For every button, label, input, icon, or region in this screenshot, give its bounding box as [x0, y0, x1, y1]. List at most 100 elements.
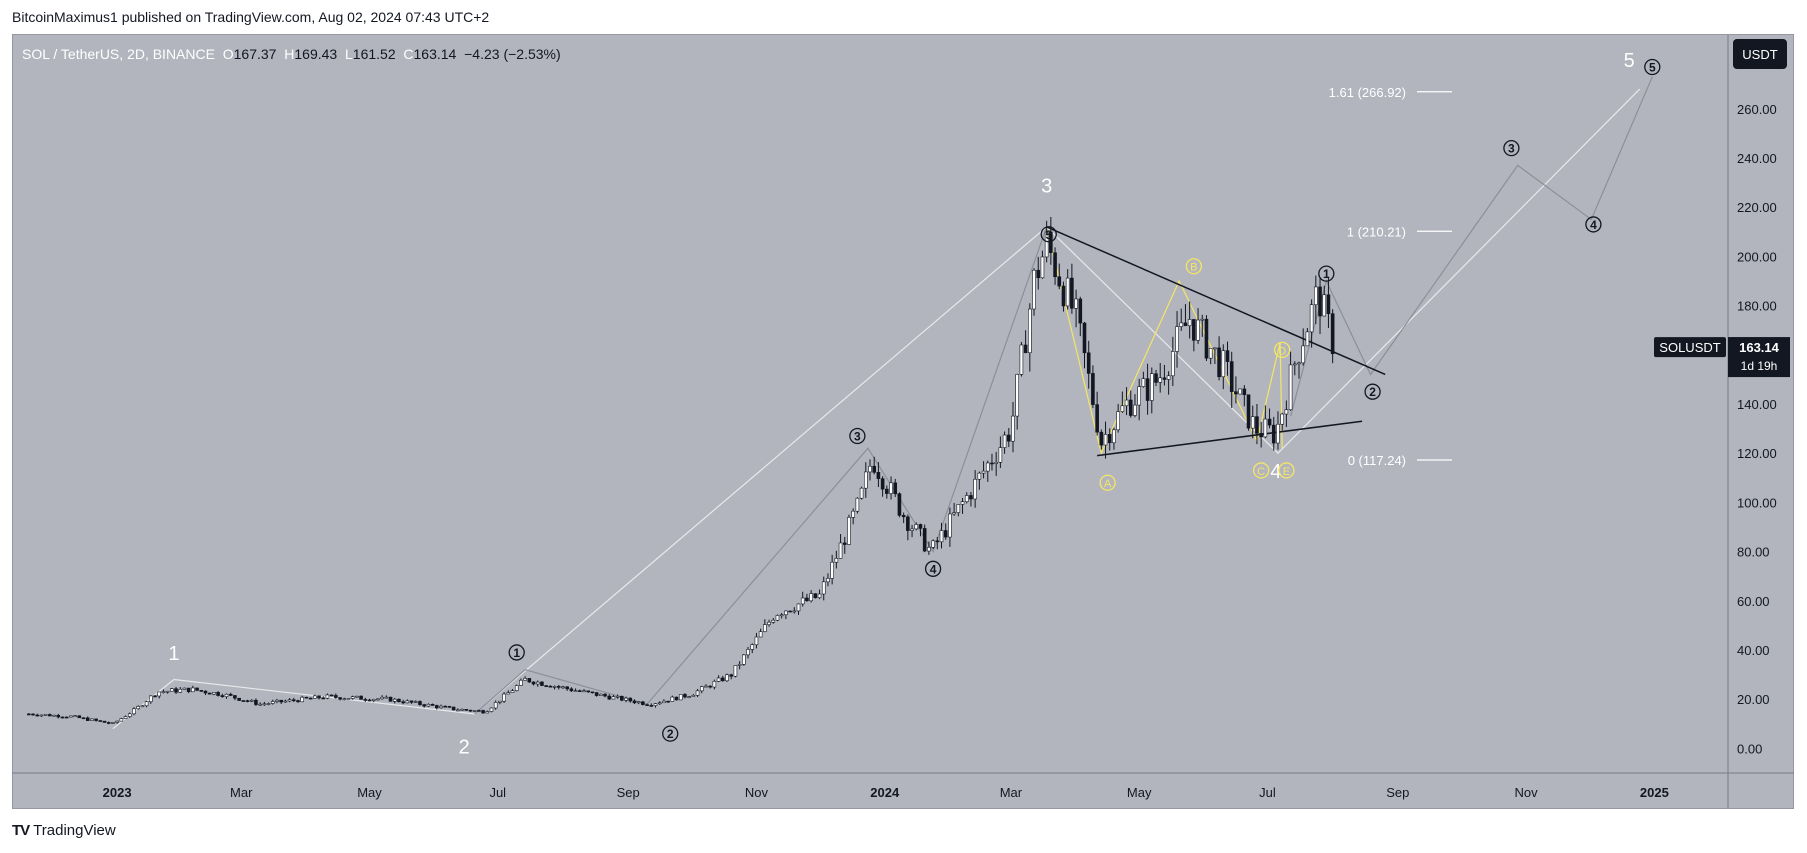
- currency-button[interactable]: USDT: [1733, 39, 1787, 69]
- fib-level-label: 1.61 (266.92): [1329, 85, 1406, 100]
- candle-body: [1057, 276, 1062, 287]
- candle-body: [174, 688, 178, 693]
- candle-body: [426, 703, 431, 707]
- candle-body: [1309, 304, 1314, 333]
- candle-body: [556, 686, 561, 688]
- candle-body: [994, 461, 998, 464]
- x-tick-label: 2024: [870, 785, 900, 800]
- candle-body: [73, 715, 77, 718]
- candle-body: [48, 714, 52, 717]
- candle-body: [876, 472, 881, 479]
- candle-body: [35, 714, 40, 717]
- chart-area[interactable]: [12, 34, 1794, 809]
- candle-body: [834, 558, 839, 563]
- candle-body: [889, 482, 893, 494]
- wave-label-minor: 3: [1508, 142, 1515, 156]
- candle-body: [334, 695, 338, 698]
- candle-body: [628, 697, 633, 702]
- footer-brand[interactable]: TV TradingView: [12, 822, 116, 839]
- close-value: 163.14: [413, 46, 457, 62]
- candle-body: [56, 714, 61, 718]
- price-tag-countdown: 1d 19h: [1741, 359, 1778, 373]
- candle-body: [287, 699, 292, 702]
- candle-body: [779, 614, 784, 617]
- candle-body: [296, 700, 300, 703]
- candle-body: [430, 703, 435, 706]
- candle-body: [523, 678, 527, 681]
- candle-body: [212, 692, 216, 695]
- candle-body: [1263, 418, 1268, 438]
- y-tick-label: 80.00: [1737, 545, 1770, 560]
- candle-body: [165, 690, 170, 693]
- candle-body: [60, 716, 65, 719]
- y-tick-label: 180.00: [1737, 299, 1777, 314]
- candle-body: [1145, 378, 1150, 401]
- candle-body: [607, 695, 612, 700]
- candle-body: [535, 681, 540, 685]
- candle-body: [821, 581, 826, 595]
- candle-body: [1234, 391, 1238, 395]
- candle-body: [931, 540, 935, 548]
- candle-body: [1179, 322, 1184, 327]
- candle-body: [720, 677, 725, 682]
- y-tick-label: 40.00: [1737, 643, 1770, 658]
- candle-body: [544, 685, 548, 687]
- wave-label-abcde: E: [1283, 466, 1290, 478]
- candle-body: [1070, 277, 1074, 309]
- candle-body: [380, 696, 384, 700]
- wave-circle-marker-yellow: [1185, 258, 1203, 275]
- candle-body: [985, 462, 990, 472]
- candle-body: [1120, 405, 1125, 412]
- candle-body: [851, 510, 855, 518]
- candle-body: [1250, 416, 1255, 429]
- candle-body: [1238, 388, 1242, 395]
- candle-body: [254, 699, 258, 705]
- candle-body: [855, 497, 860, 512]
- candle-body: [792, 610, 797, 613]
- y-tick-label: 140.00: [1737, 397, 1777, 412]
- candle-body: [456, 709, 460, 712]
- candle-body: [1103, 434, 1108, 446]
- candle-body: [1091, 373, 1095, 405]
- candle-body: [90, 718, 94, 721]
- candle-body: [1032, 269, 1036, 310]
- wave-circle-marker-yellow: [1274, 341, 1291, 359]
- candle-body: [317, 695, 321, 699]
- candle-body: [1318, 286, 1322, 317]
- candle-body: [666, 700, 670, 703]
- candle-body: [716, 677, 721, 682]
- symbol-legend[interactable]: SOL / TetherUS, 2D, BINANCE O167.37 H169…: [22, 46, 561, 62]
- candle-body: [859, 487, 864, 499]
- x-tick-label: Sep: [1386, 785, 1409, 800]
- candle-body: [1044, 231, 1049, 258]
- candle-body: [119, 718, 124, 722]
- candle-body: [481, 710, 485, 714]
- wave-label-abcde: D: [1278, 345, 1286, 357]
- candle-body: [367, 699, 372, 702]
- x-tick-label: May: [1127, 785, 1152, 800]
- candle-body: [115, 720, 119, 723]
- candle-body: [451, 706, 456, 711]
- candle-body: [468, 709, 473, 712]
- candle-body: [1040, 256, 1045, 279]
- candle-body: [880, 478, 885, 490]
- candle-body: [1187, 319, 1192, 327]
- candle-body: [266, 703, 271, 705]
- candle-body: [514, 685, 519, 691]
- candle-body: [279, 699, 283, 703]
- candle-body: [245, 700, 250, 702]
- candle-body: [1015, 374, 1020, 417]
- candle-body: [148, 695, 153, 702]
- y-tick-label: 260.00: [1737, 102, 1777, 117]
- wave-label-minor: 2: [1369, 385, 1376, 399]
- candle-body: [447, 706, 452, 708]
- wave-circle-marker: [924, 560, 942, 577]
- candle-body: [657, 702, 662, 705]
- wave-circle-marker: [1364, 383, 1381, 400]
- candle-body: [653, 703, 658, 706]
- candle-body: [136, 706, 140, 710]
- candle-body: [540, 681, 544, 686]
- candle-body: [615, 695, 620, 698]
- candle-body: [283, 700, 288, 703]
